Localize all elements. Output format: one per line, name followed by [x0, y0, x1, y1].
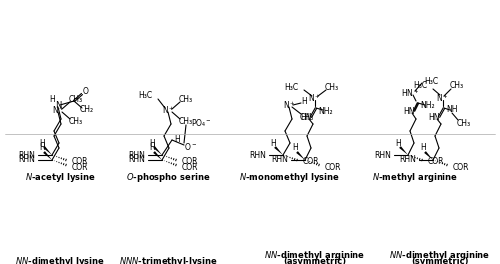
Text: CH₃: CH₃ — [69, 117, 83, 126]
Text: COR: COR — [428, 158, 444, 167]
Text: H: H — [39, 144, 45, 153]
Text: COR: COR — [453, 163, 469, 172]
Text: $\mathit{NN}$-dimethyl arginine: $\mathit{NN}$-dimethyl arginine — [264, 248, 366, 262]
Text: $\mathit{NN}$-dimethyl lysine: $\mathit{NN}$-dimethyl lysine — [15, 254, 105, 264]
Text: RHN: RHN — [18, 150, 35, 159]
Text: COR: COR — [72, 163, 88, 172]
Text: H: H — [149, 139, 155, 148]
Polygon shape — [153, 146, 162, 155]
Text: (symmetric): (symmetric) — [411, 257, 469, 264]
Text: H: H — [39, 139, 45, 148]
Polygon shape — [424, 151, 433, 160]
Polygon shape — [296, 151, 305, 160]
Text: $\mathit{NN}$-dimethyl arginine: $\mathit{NN}$-dimethyl arginine — [390, 248, 490, 262]
Text: CH₃: CH₃ — [300, 112, 314, 121]
Text: NH: NH — [446, 106, 458, 115]
Text: H₃C: H₃C — [424, 77, 438, 86]
Text: H: H — [270, 139, 276, 148]
Text: CH₃: CH₃ — [179, 117, 193, 126]
Text: H₃C: H₃C — [413, 82, 427, 91]
Text: COR: COR — [325, 163, 342, 172]
Text: $\mathit{N}$-acetyl lysine: $\mathit{N}$-acetyl lysine — [24, 172, 96, 185]
Text: H: H — [301, 97, 307, 106]
Text: H: H — [292, 144, 298, 153]
Text: PO₄$^-$: PO₄$^-$ — [191, 116, 212, 128]
Text: N: N — [55, 101, 61, 110]
Text: H: H — [174, 134, 180, 144]
Text: CH₃: CH₃ — [69, 95, 83, 103]
Text: HN: HN — [300, 112, 312, 121]
Text: RHN: RHN — [18, 155, 35, 164]
Text: (asymmetric): (asymmetric) — [284, 257, 346, 264]
Text: RHN: RHN — [128, 150, 145, 159]
Text: HN$^+$: HN$^+$ — [400, 87, 419, 99]
Text: COR: COR — [303, 158, 320, 167]
Text: $\mathit{O}$-phospho serine: $\mathit{O}$-phospho serine — [126, 172, 210, 185]
Text: RHN: RHN — [374, 150, 391, 159]
Text: CH₂: CH₂ — [80, 106, 94, 115]
Polygon shape — [43, 151, 52, 160]
Polygon shape — [153, 151, 162, 160]
Text: RHN: RHN — [249, 150, 266, 159]
Text: O$^-$: O$^-$ — [184, 142, 198, 153]
Text: CH₃: CH₃ — [450, 82, 464, 91]
Text: N$^+$: N$^+$ — [52, 104, 64, 116]
Text: CH₃: CH₃ — [179, 96, 193, 105]
Polygon shape — [43, 146, 52, 155]
Text: RHN: RHN — [128, 155, 145, 164]
Text: NH₂: NH₂ — [420, 101, 436, 111]
Text: HN: HN — [428, 112, 440, 121]
Text: RHN: RHN — [399, 155, 416, 164]
Text: H: H — [49, 95, 55, 103]
Text: RHN: RHN — [271, 155, 288, 164]
Text: N$^+$: N$^+$ — [282, 99, 296, 111]
Text: HN: HN — [403, 106, 415, 116]
Text: NH₂: NH₂ — [318, 106, 334, 116]
Text: CH₃: CH₃ — [457, 120, 471, 129]
Text: H₃C: H₃C — [138, 91, 152, 100]
Text: COR: COR — [182, 163, 198, 172]
Polygon shape — [399, 146, 408, 155]
Text: CH₃: CH₃ — [325, 82, 339, 92]
Text: N$^+$: N$^+$ — [308, 92, 320, 104]
Text: N$^+$: N$^+$ — [436, 92, 448, 104]
Text: H: H — [149, 144, 155, 153]
Text: $\mathit{N}$-methyl arginine: $\mathit{N}$-methyl arginine — [372, 172, 458, 185]
Text: $\mathit{NNN}$-trimethyl-lysine: $\mathit{NNN}$-trimethyl-lysine — [118, 254, 218, 264]
Text: $\mathit{N}$-monomethyl lysine: $\mathit{N}$-monomethyl lysine — [240, 172, 340, 185]
Text: N$^+$: N$^+$ — [162, 104, 174, 116]
Text: O: O — [83, 87, 89, 97]
Text: COR: COR — [182, 158, 198, 167]
Text: H: H — [395, 139, 401, 148]
Text: H: H — [420, 144, 426, 153]
Text: COR: COR — [72, 158, 88, 167]
Text: H₃C: H₃C — [284, 82, 298, 92]
Polygon shape — [274, 146, 283, 155]
